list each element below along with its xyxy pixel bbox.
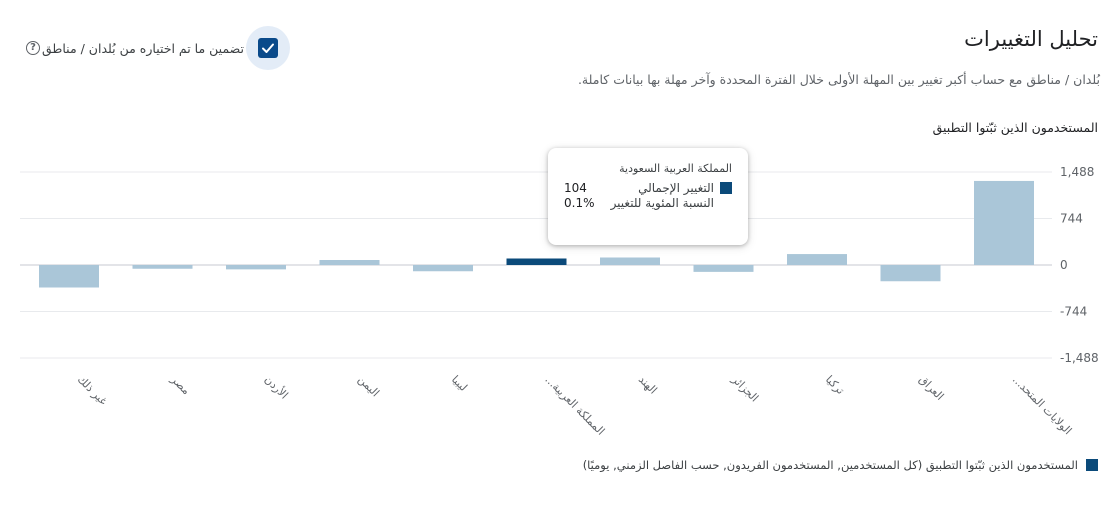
bar-0[interactable] [39,265,99,288]
include-selected-row: ? تضمين ما تم اختياره من بُلدان / مناطق [26,26,290,70]
bar-5[interactable] [506,258,567,266]
y-tick-label: -744 [1060,305,1087,319]
chart-tooltip: المملكة العربية السعودية التغيير الإجمال… [548,148,748,245]
x-tick-label: الهند [636,373,660,397]
include-selected-label[interactable]: تضمين ما تم اختياره من بُلدان / مناطق [42,40,244,56]
bar-2[interactable] [226,265,286,270]
check-icon [262,43,274,53]
tooltip-series-swatch [720,182,732,194]
y-tick-label: 0 [1060,258,1068,272]
legend-label: المستخدمون الذين ثبّتوا التطبيق (كل المس… [582,458,1078,472]
help-circle-icon[interactable]: ? [26,41,40,55]
tooltip-value: 0.1% [564,196,595,210]
page-title: تحليل التغييرات [964,27,1098,51]
tooltip-row-percent-change: النسبة المئوية للتغيير 0.1% [564,196,732,210]
tooltip-spacer [720,197,732,209]
legend-swatch [1086,459,1098,471]
page-description: بُلدان / مناطق مع حساب أكبر تغيير بين ال… [577,72,1100,87]
bar-6[interactable] [600,257,660,266]
bar-4[interactable] [413,265,473,272]
x-tick-label: الولايات المتحد... [1010,373,1074,437]
tooltip-label: التغيير الإجمالي [638,181,714,195]
x-tick-label: العراق [916,373,946,403]
x-tick-label: ليبيا [449,373,470,394]
include-selected-checkbox[interactable] [246,26,290,70]
bar-9[interactable] [880,265,941,282]
tooltip-row-total-change: التغيير الإجمالي 104 [564,181,732,195]
x-tick-label: الأردن [262,372,291,401]
x-tick-label: مصر [168,372,193,397]
y-tick-label: -1,488 [1060,351,1099,365]
y-tick-label: 744 [1060,212,1083,226]
metric-label: المستخدمون الذين ثبّتوا التطبيق [932,120,1098,135]
bar-7[interactable] [693,265,754,272]
tooltip-value: 104 [564,181,587,195]
checkbox-box[interactable] [258,38,278,58]
tooltip-label: النسبة المئوية للتغيير [610,196,714,210]
x-tick-label: غير ذلك [75,373,110,408]
bar-1[interactable] [132,265,193,269]
y-tick-label: 1,488 [1060,165,1094,179]
change-bar-chart: 1,488 744 0 -744 -1,488 غير ذلك مصر الأردن اليمن… [20,165,1099,438]
bar-8[interactable] [787,254,847,265]
x-tick-label: اليمن [355,373,381,399]
x-tick-label: تركيا [823,373,847,397]
tooltip-title: المملكة العربية السعودية [619,162,732,175]
x-tick-label: الجزائر [729,372,761,404]
x-tick-label: المملكة العربية... [542,373,607,438]
bar-3[interactable] [319,260,380,265]
bar-10[interactable] [974,180,1034,265]
chart-legend[interactable]: المستخدمون الذين ثبّتوا التطبيق (كل المس… [583,458,1098,472]
